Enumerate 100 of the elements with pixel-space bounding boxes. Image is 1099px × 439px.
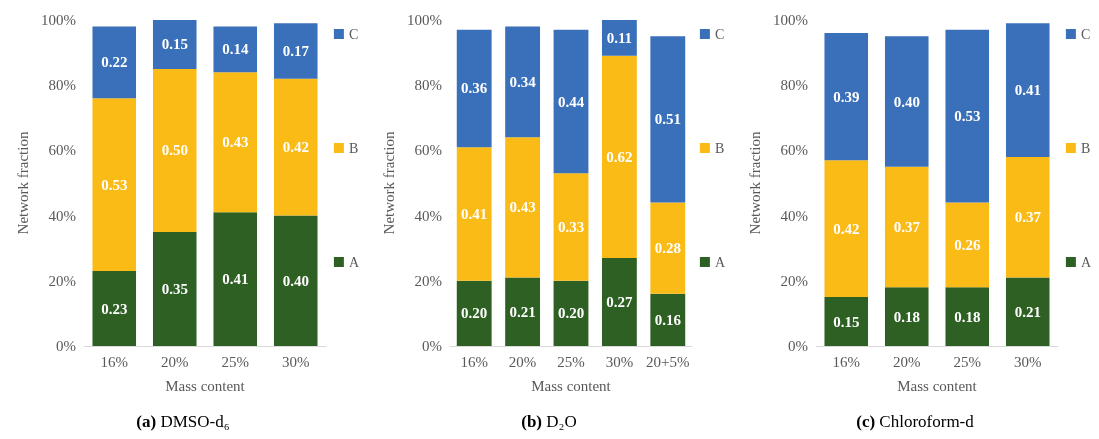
- data-label: 0.26: [954, 236, 981, 253]
- data-label: 0.18: [893, 308, 920, 325]
- bar: [650, 293, 686, 346]
- bar: [456, 29, 492, 148]
- x-tick-label: 30%: [1014, 353, 1042, 370]
- x-tick-label: 25%: [557, 353, 585, 370]
- y-axis-title: Network fraction: [14, 131, 31, 235]
- bar: [884, 287, 929, 346]
- data-label: 0.44: [557, 93, 585, 110]
- data-label: 0.34: [509, 73, 537, 90]
- data-label: 0.62: [606, 148, 633, 165]
- legend-label: C: [1080, 26, 1091, 42]
- bar: [152, 20, 197, 69]
- x-tick-label: 20%: [161, 353, 189, 370]
- y-tick-label: 0%: [422, 338, 442, 354]
- data-label: 0.22: [101, 54, 128, 71]
- y-tick-label: 60%: [414, 142, 442, 159]
- data-label: 0.50: [161, 142, 188, 159]
- data-label: 0.37: [893, 219, 921, 236]
- x-tick-label: 20%: [508, 353, 537, 370]
- bar: [273, 215, 318, 346]
- x-tick-label: 16%: [832, 353, 860, 370]
- legend-label: C: [714, 26, 725, 42]
- bar: [650, 36, 686, 203]
- bar: [945, 29, 990, 203]
- bar: [650, 202, 686, 294]
- data-label: 0.14: [222, 41, 249, 58]
- bar: [824, 33, 869, 161]
- x-tick-label: 30%: [605, 353, 634, 370]
- data-label: 0.15: [161, 36, 188, 53]
- y-tick-label: 20%: [780, 272, 808, 289]
- x-axis-title: Mass content: [531, 377, 612, 394]
- data-label: 0.53: [954, 108, 981, 125]
- data-label: 0.37: [1014, 209, 1042, 226]
- data-label: 0.28: [654, 240, 681, 257]
- data-label: 0.39: [833, 88, 860, 105]
- bar: [273, 23, 318, 79]
- bar: [92, 26, 137, 99]
- data-label: 0.41: [461, 205, 488, 222]
- y-tick-label: 20%: [48, 272, 76, 289]
- data-label: 0.43: [509, 199, 536, 216]
- y-tick-label: 20%: [414, 272, 442, 289]
- bar: [601, 257, 637, 346]
- bar: [884, 36, 929, 167]
- x-tick-label: 16%: [460, 353, 488, 370]
- y-tick-label: 80%: [414, 77, 442, 94]
- bar: [824, 297, 869, 346]
- legend-label: B: [714, 140, 725, 156]
- data-label: 0.21: [509, 303, 536, 320]
- text: (c) Chloroform-d: [856, 412, 975, 431]
- data-label: 0.33: [557, 219, 585, 236]
- data-label: 0.40: [893, 93, 920, 110]
- x-tick-label: 30%: [282, 353, 310, 370]
- data-label: 0.36: [461, 80, 488, 97]
- data-label: 0.41: [1014, 82, 1041, 99]
- bar: [213, 212, 258, 346]
- data-label: 0.41: [222, 271, 249, 288]
- text: (a) DMSO-d₆: [136, 412, 230, 431]
- legend-label: B: [348, 140, 359, 156]
- bar: [213, 26, 258, 73]
- bar: [553, 280, 589, 346]
- data-label: 0.35: [161, 280, 188, 297]
- y-axis-title: Network fraction: [380, 131, 397, 235]
- data-label: 0.16: [654, 311, 682, 328]
- bar: [1005, 23, 1050, 157]
- data-label: 0.23: [101, 300, 128, 317]
- legend-label: B: [1080, 140, 1091, 156]
- bar: [456, 280, 492, 346]
- data-label: 0.51: [654, 111, 681, 128]
- bar: [152, 68, 197, 232]
- bar: [92, 271, 137, 346]
- bar: [1005, 277, 1050, 346]
- y-tick-label: 60%: [780, 142, 808, 159]
- bar: [92, 98, 137, 272]
- x-tick-label: 16%: [100, 353, 128, 370]
- legend-label: A: [1080, 254, 1092, 270]
- bar: [505, 137, 541, 278]
- data-label: 0.42: [833, 220, 860, 237]
- y-tick-label: 40%: [48, 207, 76, 224]
- bar: [824, 160, 869, 298]
- text: (b) D₂O: [521, 412, 577, 431]
- y-tick-label: 80%: [48, 77, 76, 94]
- x-axis-title: Mass content: [897, 377, 978, 394]
- y-tick-label: 100%: [41, 12, 76, 28]
- bar: [456, 147, 492, 281]
- y-tick-label: 100%: [773, 12, 808, 28]
- data-label: 0.18: [954, 308, 981, 325]
- data-label: 0.40: [282, 272, 309, 289]
- y-tick-label: 80%: [780, 77, 808, 94]
- data-label: 0.15: [833, 313, 860, 330]
- bar: [1005, 156, 1050, 278]
- bar: [553, 29, 589, 174]
- legend-label: A: [714, 254, 726, 270]
- y-tick-label: 60%: [48, 142, 76, 159]
- bar: [553, 173, 589, 281]
- y-tick-label: 40%: [780, 207, 808, 224]
- data-label: 0.43: [222, 134, 249, 151]
- bar: [505, 26, 541, 138]
- x-axis-title: Mass content: [165, 377, 246, 394]
- y-tick-label: 0%: [56, 338, 76, 354]
